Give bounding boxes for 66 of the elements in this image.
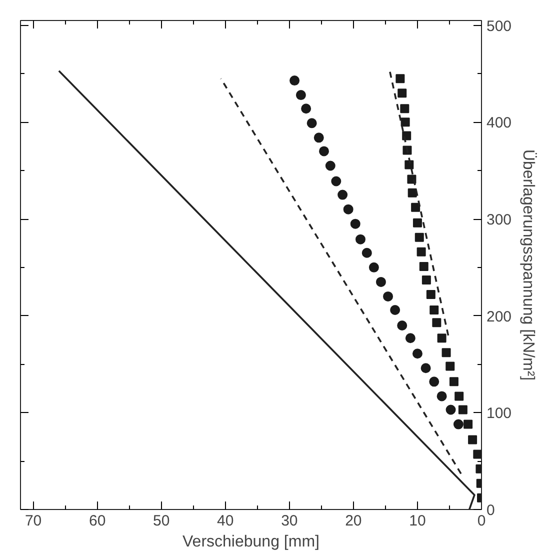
point (398, 88, 407, 98)
point (400, 118, 410, 127)
point (314, 132, 324, 143)
point (404, 160, 414, 170)
point (355, 234, 366, 244)
point (412, 348, 422, 359)
point (419, 262, 428, 271)
point (331, 176, 342, 186)
point (426, 290, 436, 300)
point (362, 248, 372, 258)
y-tick-label: 100 (486, 405, 512, 422)
point (296, 90, 306, 100)
point (436, 391, 447, 402)
x-tick-label: 20 (345, 512, 362, 530)
point (402, 131, 412, 140)
point (301, 104, 312, 114)
y-tick-label: 300 (486, 212, 512, 229)
point (383, 291, 394, 302)
point (412, 218, 422, 228)
point (454, 392, 464, 401)
point (338, 190, 348, 200)
x-tick-label: 10 (409, 512, 426, 530)
y-tick-label: 400 (486, 114, 512, 132)
point (350, 218, 360, 229)
point (376, 276, 386, 287)
x-tick-label: 70 (24, 512, 42, 530)
point (429, 376, 440, 387)
point (290, 76, 300, 86)
point (390, 305, 400, 316)
point (400, 104, 410, 114)
point (420, 363, 431, 374)
x-tick-label: 40 (217, 512, 234, 530)
point (414, 232, 424, 242)
point (325, 160, 336, 171)
point (407, 174, 416, 184)
point (446, 362, 455, 371)
y-tick-label: 500 (486, 18, 512, 35)
point (432, 318, 442, 328)
point (473, 450, 482, 459)
point (318, 146, 329, 156)
point (368, 262, 379, 272)
point (396, 74, 405, 84)
point (437, 334, 446, 343)
point (422, 276, 431, 285)
point (397, 320, 408, 331)
point (306, 118, 317, 128)
point (446, 404, 456, 415)
x-axis-title: Verschiebung [mm] (182, 534, 320, 550)
point (405, 333, 416, 344)
y-tick-label: 200 (486, 308, 512, 326)
y-axis-title: Überlagerungsspannung [kN/m²] (520, 149, 538, 381)
point (411, 202, 420, 212)
x-tick-label: 60 (88, 512, 106, 530)
point (468, 435, 478, 444)
point (449, 377, 458, 386)
point (464, 420, 473, 429)
point (453, 419, 464, 430)
y-tick-label: 0 (486, 502, 495, 519)
point (416, 247, 426, 256)
point (430, 306, 439, 315)
point (442, 348, 451, 358)
point (458, 405, 468, 414)
x-tick-label: 50 (153, 512, 170, 530)
point (408, 188, 417, 198)
point (343, 204, 354, 214)
x-tick-label: 30 (281, 512, 298, 530)
